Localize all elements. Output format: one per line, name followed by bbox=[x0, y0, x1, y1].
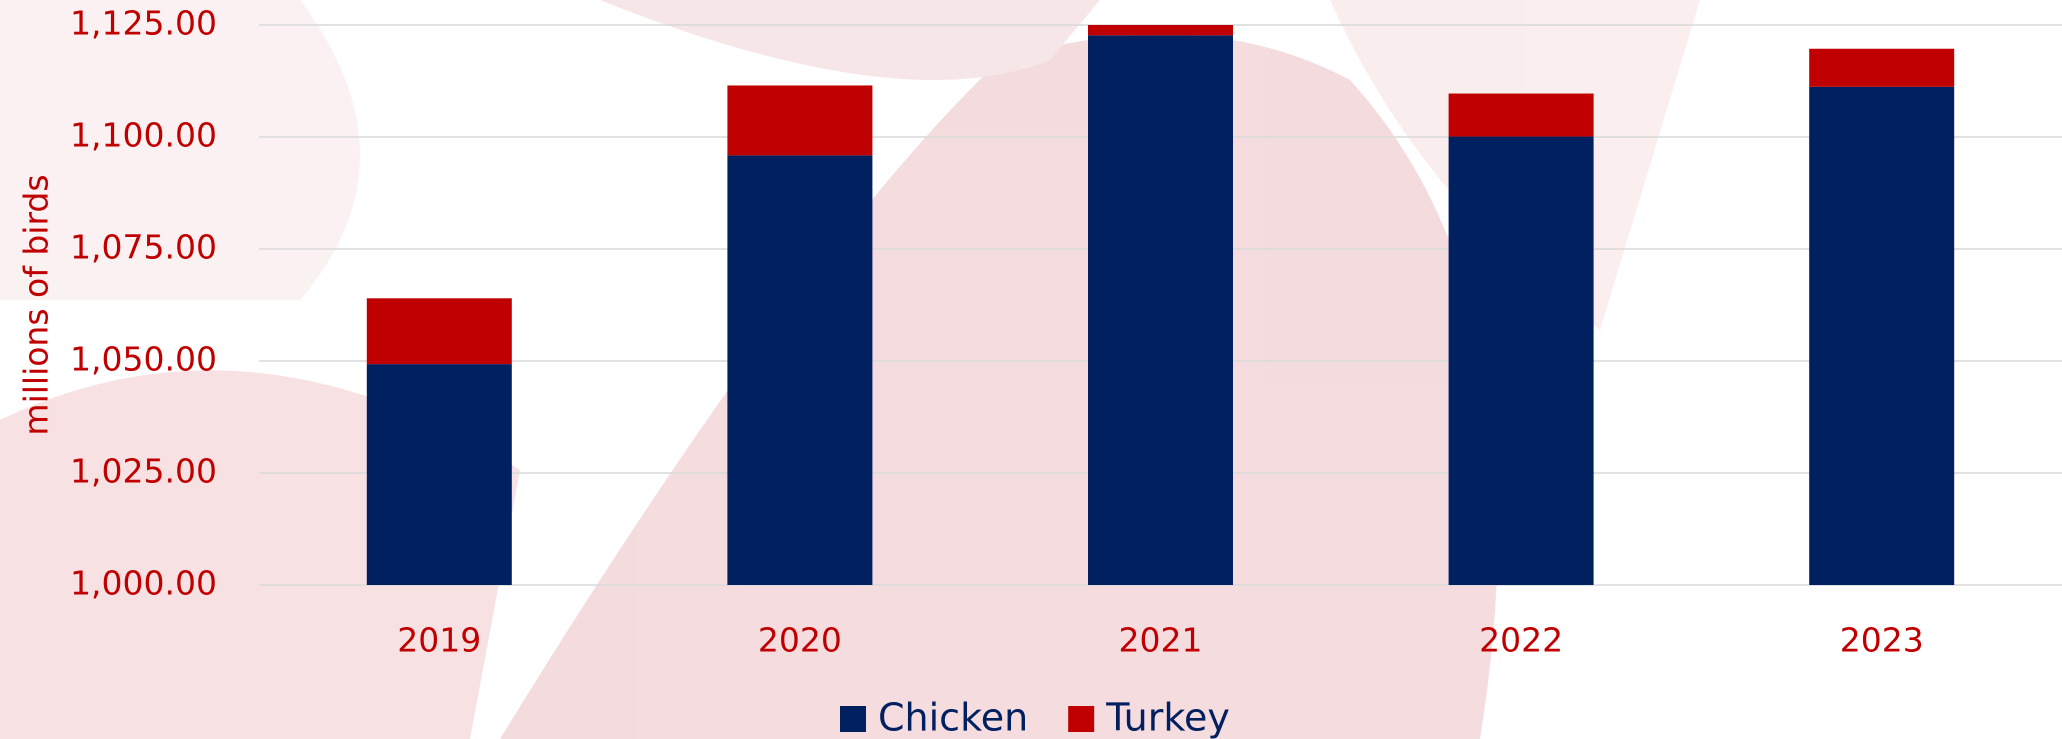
bar-segment bbox=[727, 155, 872, 585]
bar-segment bbox=[1449, 94, 1594, 137]
bar-segment bbox=[1809, 49, 1954, 87]
y-tick-label: 1,100.00 bbox=[70, 116, 217, 155]
bar-segment bbox=[1088, 25, 1233, 35]
y-tick-label: 1,000.00 bbox=[70, 564, 217, 603]
x-tick-label: 2023 bbox=[1840, 621, 1924, 660]
legend-label: Turkey bbox=[1105, 696, 1230, 739]
y-tick-label: 1,075.00 bbox=[70, 228, 217, 267]
bar-segment bbox=[1809, 87, 1954, 585]
bar-segment bbox=[367, 364, 512, 585]
y-tick-label: 1,125.00 bbox=[70, 4, 217, 43]
legend-swatch bbox=[840, 706, 866, 732]
bar-segment bbox=[1088, 35, 1233, 585]
y-tick-label: 1,050.00 bbox=[70, 340, 217, 379]
legend-swatch bbox=[1068, 706, 1094, 732]
legend-label: Chicken bbox=[878, 696, 1028, 739]
x-tick-label: 2021 bbox=[1119, 621, 1203, 660]
x-tick-label: 2022 bbox=[1479, 621, 1563, 660]
chart: millions of birds 1,000.00 1,025.00 1,050.… bbox=[0, 0, 2062, 739]
bar-segment bbox=[727, 85, 872, 155]
x-tick-label: 2020 bbox=[758, 621, 842, 660]
bar-segment bbox=[367, 298, 512, 364]
x-tick-label: 2019 bbox=[397, 621, 481, 660]
bar-segment bbox=[1449, 137, 1594, 585]
y-tick-label: 1,025.00 bbox=[70, 452, 217, 491]
y-axis-title: millions of birds bbox=[17, 174, 56, 435]
